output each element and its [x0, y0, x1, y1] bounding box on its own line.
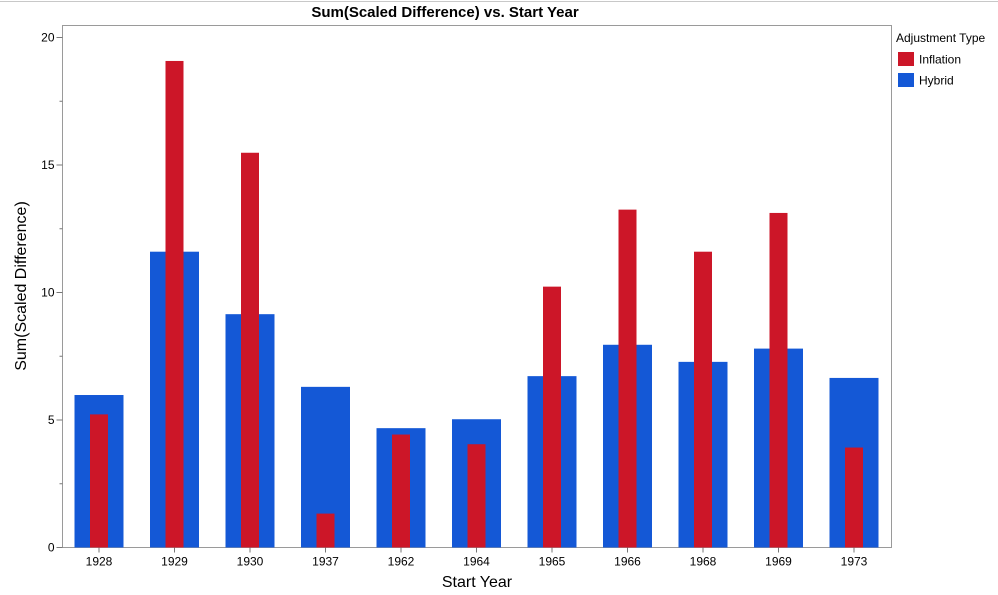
y-tick-label: 15: [41, 158, 55, 172]
y-tick-label: 10: [41, 286, 55, 300]
y-tick-label: 5: [48, 413, 55, 427]
x-tick-label: 1968: [690, 555, 717, 569]
bars-group: [74, 60, 879, 548]
x-tick-label: 1928: [86, 555, 113, 569]
x-tick-label: 1930: [237, 555, 264, 569]
bar-inflation-1962: [392, 434, 410, 548]
bar-inflation-1968: [694, 251, 712, 548]
bar-inflation-1973: [845, 447, 863, 548]
bar-inflation-1937: [316, 513, 335, 548]
x-axis-label: Start Year: [442, 574, 513, 591]
y-axis: 0 5 10 15 20: [41, 31, 63, 555]
bar-inflation-1930: [241, 152, 259, 548]
bar-inflation-1965: [543, 286, 561, 548]
legend-label-inflation: Inflation: [919, 53, 961, 67]
bar-inflation-1966: [618, 209, 637, 548]
y-tick-label: 0: [48, 541, 55, 555]
bar-inflation-1928: [90, 414, 108, 548]
x-axis: 1928 1929 1930 1937 1962 1964 1965 1966 1968 1969…: [86, 547, 868, 569]
legend-swatch-hybrid: [898, 73, 914, 87]
legend: Adjustment Type Inflation Hybrid: [896, 31, 985, 88]
y-tick-label: 20: [41, 31, 55, 45]
bar-inflation-1964: [467, 444, 486, 548]
x-tick-label: 1964: [463, 555, 490, 569]
legend-title: Adjustment Type: [896, 31, 985, 45]
x-tick-label: 1969: [765, 555, 792, 569]
chart-title: Sum(Scaled Difference) vs. Start Year: [311, 4, 579, 21]
x-tick-label: 1929: [161, 555, 188, 569]
x-tick-label: 1937: [312, 555, 339, 569]
y-axis-label: Sum(Scaled Difference): [13, 201, 30, 371]
x-tick-label: 1973: [841, 555, 868, 569]
legend-swatch-inflation: [898, 52, 914, 66]
x-tick-label: 1966: [614, 555, 641, 569]
legend-label-hybrid: Hybrid: [919, 74, 954, 88]
x-tick-label: 1962: [388, 555, 415, 569]
bar-inflation-1969: [769, 212, 788, 548]
bar-inflation-1929: [165, 60, 184, 548]
x-tick-label: 1965: [539, 555, 566, 569]
